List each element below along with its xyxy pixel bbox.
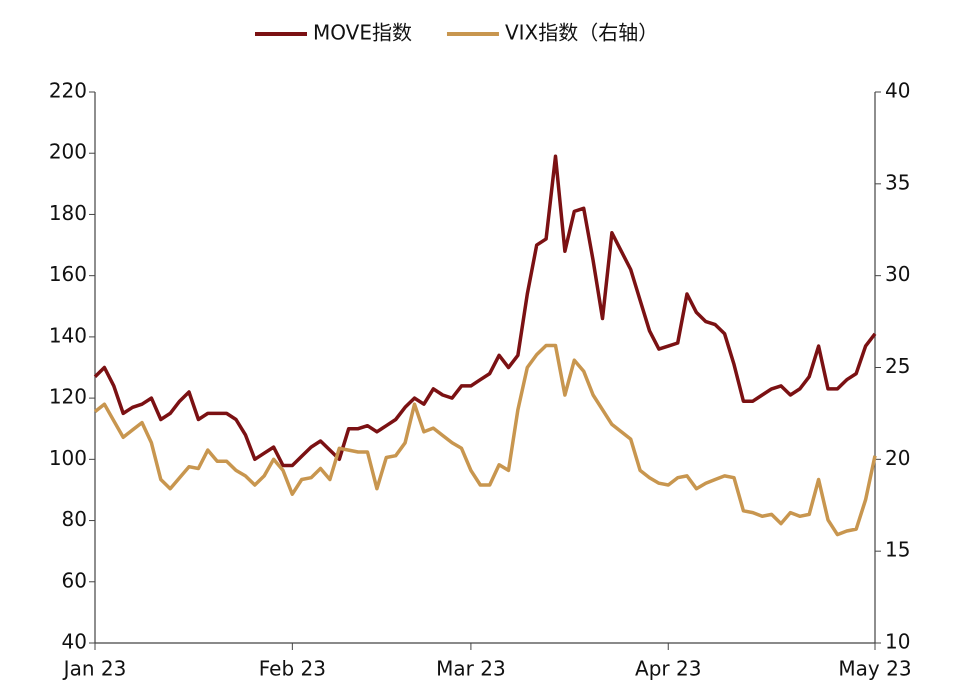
y-tick-label: 140 — [49, 323, 87, 347]
y-tick-label: 220 — [49, 79, 87, 103]
y-tick-label: 200 — [49, 140, 87, 164]
line-series — [93, 343, 877, 537]
x-tick-label: Apr 23 — [635, 657, 701, 681]
x-tick-label: May 23 — [838, 657, 911, 681]
y2-tick-label: 15 — [885, 538, 910, 562]
x-tick-label: Mar 23 — [436, 657, 506, 681]
y2-tick-label: 35 — [885, 170, 910, 194]
legend-label: MOVE指数 — [313, 21, 412, 45]
y2-tick-label: 30 — [885, 262, 910, 286]
y2-tick-label: 10 — [885, 630, 910, 654]
y2-tick-label: 20 — [885, 446, 910, 470]
y-tick-label: 40 — [62, 630, 87, 654]
y-tick-label: 160 — [49, 262, 87, 286]
x-tick-label: Jan 23 — [62, 657, 127, 681]
y-tick-label: 180 — [49, 201, 87, 225]
y-tick-label: 120 — [49, 385, 87, 409]
line-series — [93, 154, 877, 468]
legend-label: VIX指数（右轴） — [505, 21, 658, 45]
y-tick-label: 80 — [62, 507, 87, 531]
y-tick-label: 100 — [49, 446, 87, 470]
y2-tick-label: 25 — [885, 354, 910, 378]
y2-tick-label: 40 — [885, 79, 910, 103]
x-tick-label: Feb 23 — [259, 657, 326, 681]
y-tick-label: 60 — [62, 568, 87, 592]
